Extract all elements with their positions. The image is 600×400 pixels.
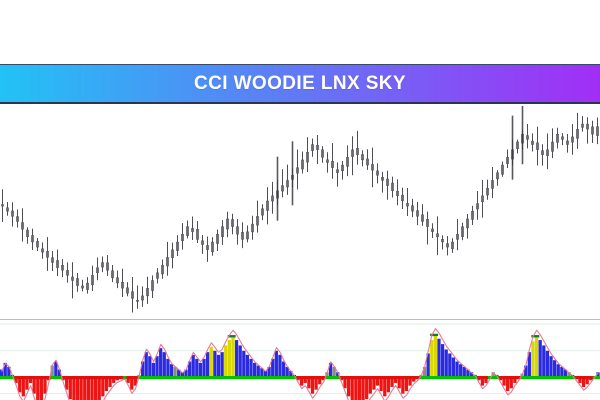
- cci-indicator-pane[interactable]: [0, 320, 600, 400]
- price-chart-svg: [1, 106, 599, 313]
- cci-indicator-svg: [0, 323, 600, 400]
- top-gutter: [0, 0, 600, 64]
- price-chart-pane[interactable]: [0, 106, 600, 319]
- pane-divider: [0, 319, 600, 320]
- page-title: CCI WOODIE LNX SKY: [194, 72, 406, 94]
- cci-line-series: [1, 328, 599, 400]
- chart-title-banner: CCI WOODIE LNX SKY: [0, 64, 600, 104]
- price-candlestick-bars: [1, 106, 599, 313]
- cci-histogram-bars: [0, 333, 600, 400]
- cci-zero-line: [0, 376, 600, 380]
